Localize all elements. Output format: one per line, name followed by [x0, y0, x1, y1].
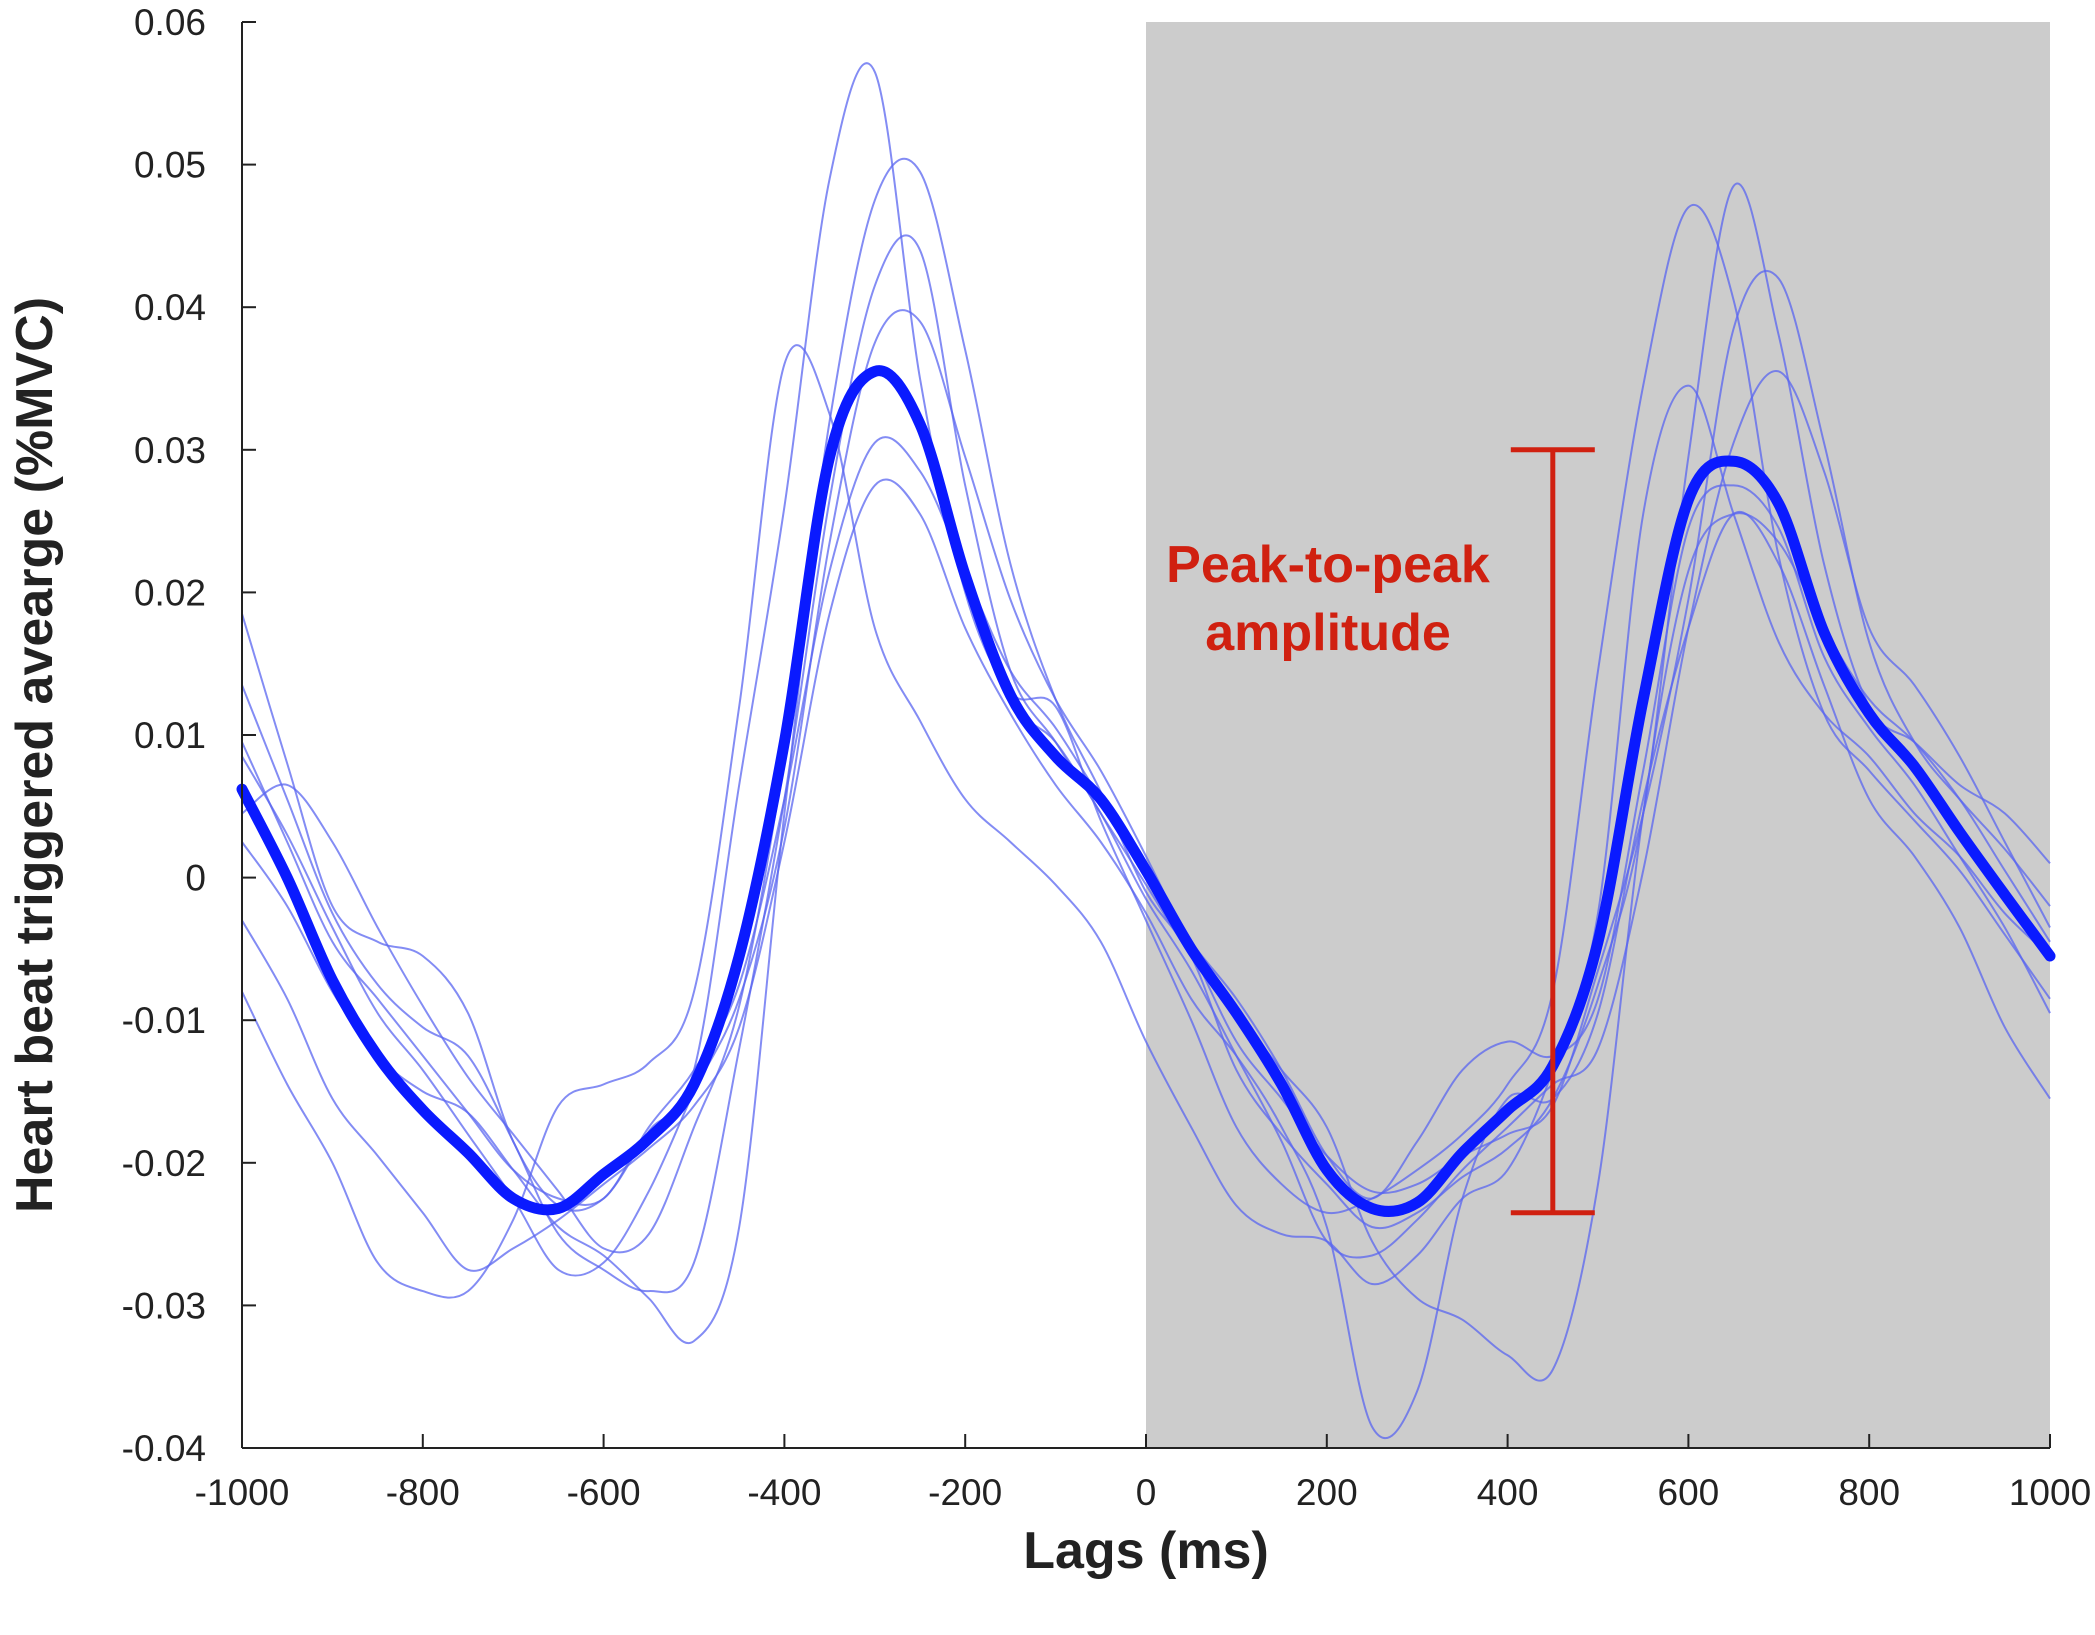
y-tick-label: 0.04 [134, 287, 206, 328]
axes: -1000 -800 -600 -400 -200 0 200 400 600 800 1000 -0… [122, 2, 2092, 1513]
x-tick-label: 400 [1477, 1472, 1539, 1513]
y-tick-label: 0 [185, 858, 206, 899]
y-tick-label: 0.03 [134, 430, 206, 471]
y-tick-label: 0.05 [134, 145, 206, 186]
y-tick-label: -0.02 [122, 1143, 206, 1184]
y-axis-title: Heart beat triggered avearge (%MVC) [6, 297, 64, 1213]
annotation-label-line1: Peak-to-peak [1166, 536, 1490, 594]
x-tick-label: -400 [747, 1472, 821, 1513]
x-axis-title: Lags (ms) [1023, 1522, 1269, 1580]
y-tick-label: 0.06 [134, 2, 206, 43]
x-tick-label: -200 [928, 1472, 1002, 1513]
annotation-label-line2: amplitude [1205, 604, 1451, 662]
y-tick-label: 0.02 [134, 572, 206, 613]
individual-series-line-3 [241, 269, 2051, 1277]
x-tick-label: 200 [1296, 1472, 1358, 1513]
shaded-region [1146, 22, 2050, 1448]
y-tick-label: -0.03 [122, 1285, 206, 1326]
y-tick-label: 0.01 [134, 715, 206, 756]
x-tick-label: -1000 [195, 1472, 290, 1513]
individual-series-line-6 [241, 344, 2051, 1299]
x-tick-label: -800 [386, 1472, 460, 1513]
x-tick-label: -600 [567, 1472, 641, 1513]
x-tick-label: 0 [1136, 1472, 1157, 1513]
mean-series-line [236, 365, 2056, 1217]
y-tick-label: -0.04 [122, 1428, 206, 1469]
individual-series-line-2 [241, 158, 2051, 1254]
individual-series-line-1 [241, 62, 2051, 1215]
individual-series-group [241, 62, 2051, 1440]
individual-series-line-7 [241, 369, 2051, 1382]
y-tick-label: -0.01 [122, 1000, 206, 1041]
x-tick-label: 600 [1658, 1472, 1720, 1513]
x-tick-label: 1000 [2009, 1472, 2091, 1513]
x-tick-label: 800 [1838, 1472, 1900, 1513]
annotation-errorbar [1510, 447, 1595, 1216]
